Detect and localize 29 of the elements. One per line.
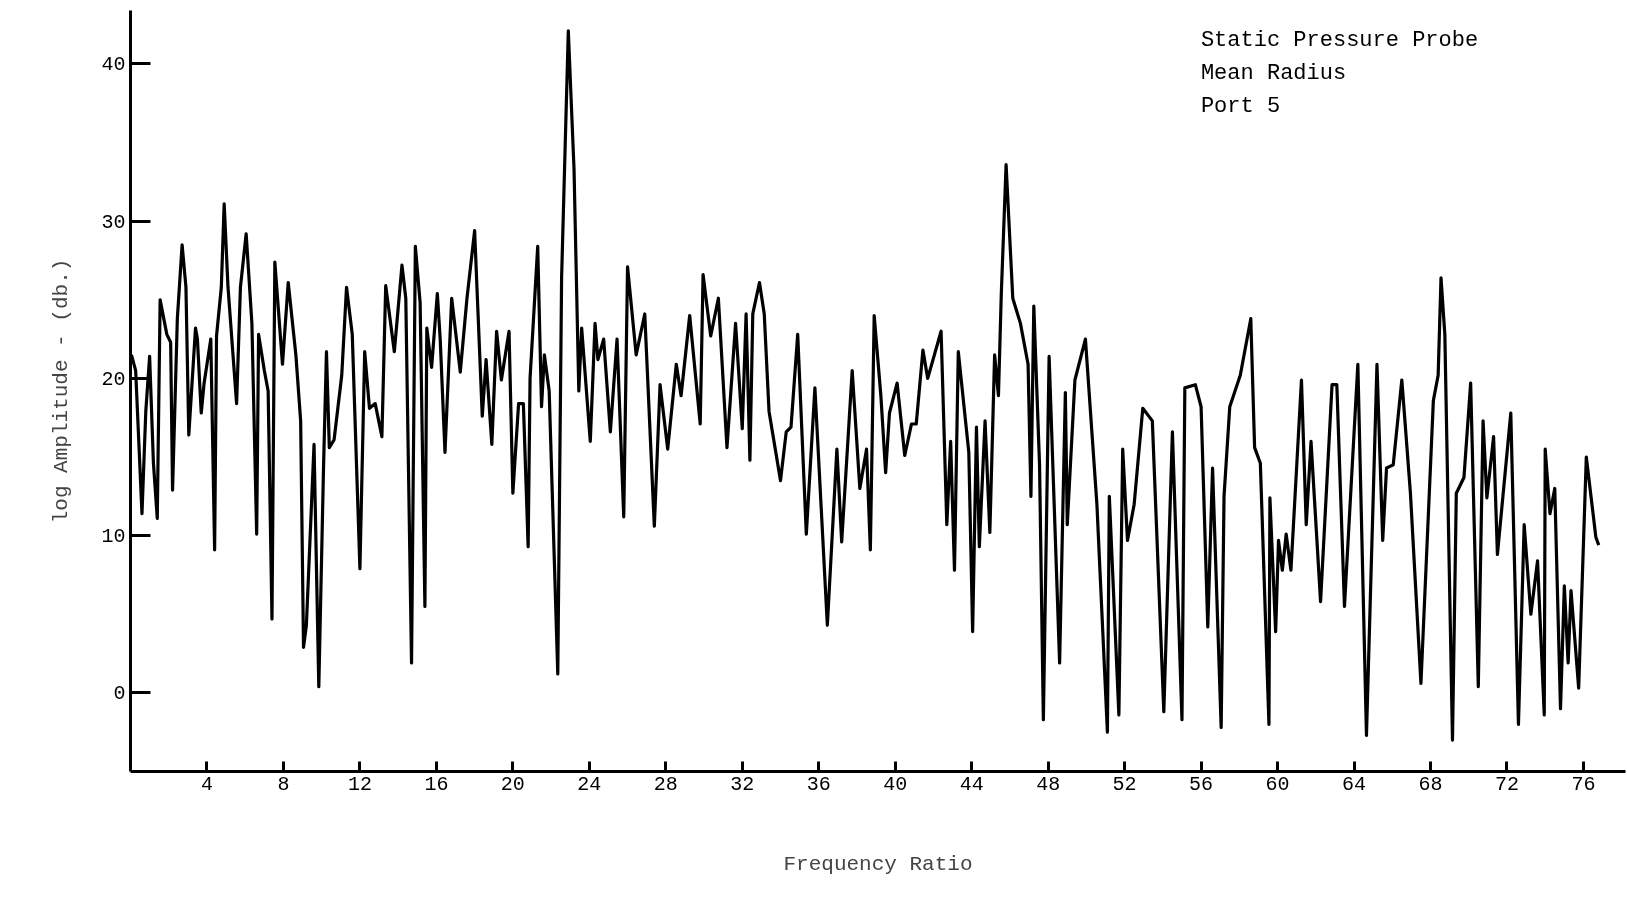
x-tick-label: 72 (1494, 772, 1519, 796)
x-tick-label: 60 (1265, 772, 1290, 796)
annotation: Port 5 (1200, 93, 1281, 119)
x-tick-label: 12 (347, 772, 372, 796)
y-tick-label: 40 (101, 53, 126, 77)
annotation: Mean Radius (1200, 61, 1347, 87)
y-tick-label: 10 (101, 525, 126, 549)
x-tick-label: 52 (1112, 772, 1137, 796)
x-tick-label: 56 (1189, 772, 1214, 796)
y-tick-label: 30 (101, 210, 126, 234)
x-tick-label: 44 (959, 772, 984, 796)
x-tick-label: 8 (277, 772, 290, 796)
x-axis-title: Frequency Ratio (783, 852, 973, 876)
x-tick-label: 64 (1342, 772, 1367, 796)
x-tick-label: 16 (424, 772, 449, 796)
x-tick-label: 68 (1418, 772, 1443, 796)
x-tick-label: 4 (200, 772, 213, 796)
x-tick-label: 40 (883, 772, 908, 796)
x-tick-label: 36 (806, 772, 831, 796)
x-tick-label: 32 (730, 772, 755, 796)
x-tick-label: 24 (577, 772, 602, 796)
annotation: Static Pressure Probe (1200, 28, 1479, 54)
x-tick-label: 76 (1571, 772, 1596, 796)
x-tick-label: 28 (653, 772, 678, 796)
y-axis-title: log Amplitude - (db.) (50, 258, 74, 524)
x-tick-label: 48 (1036, 772, 1061, 796)
y-tick-label: 20 (101, 367, 126, 391)
x-tick-label: 20 (500, 772, 525, 796)
y-tick-label: 0 (113, 682, 126, 706)
